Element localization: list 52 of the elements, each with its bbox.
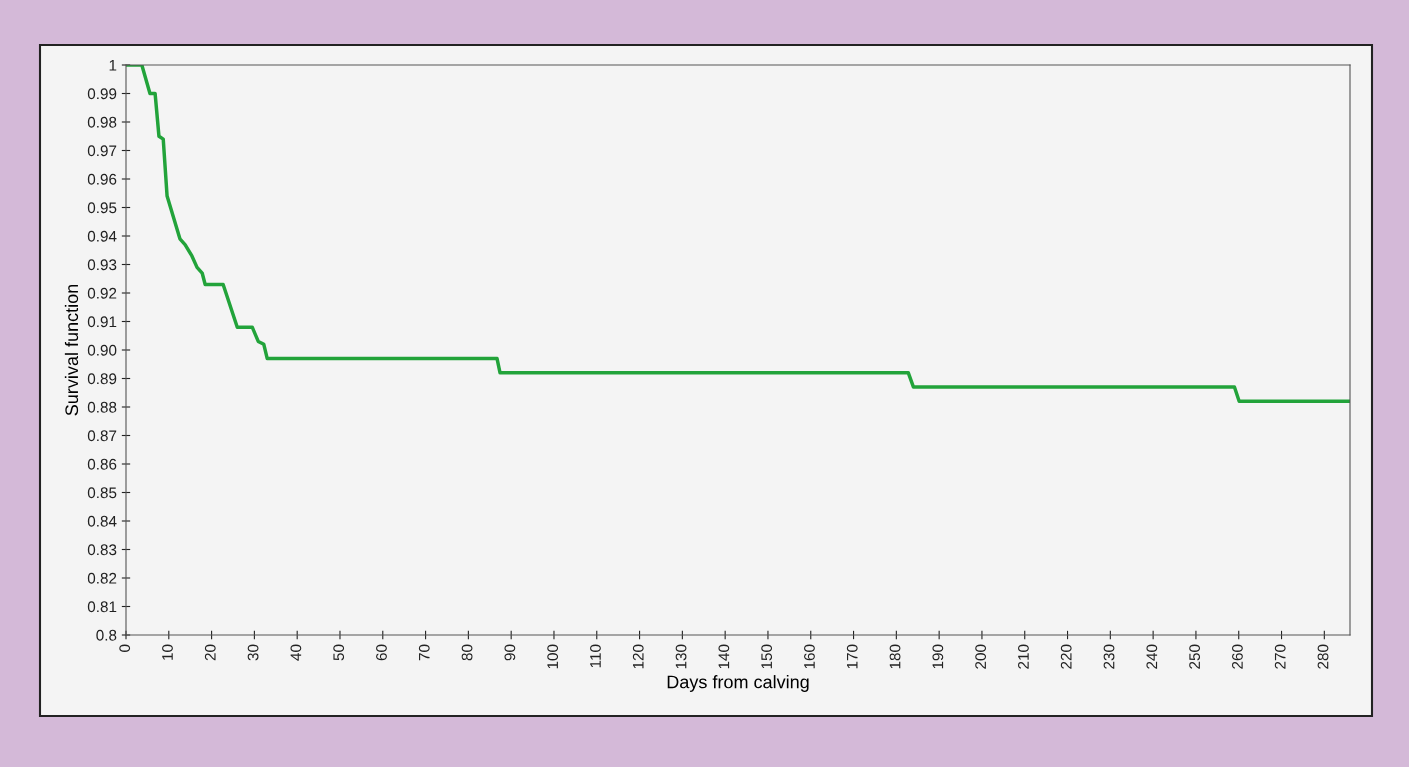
x-tick-label: 40 <box>290 644 302 661</box>
y-axis-title: Survival function <box>64 284 79 416</box>
x-tick-label: 170 <box>846 644 858 669</box>
y-tick-label: 0.96 <box>87 173 117 185</box>
x-tick-label: 160 <box>804 644 815 669</box>
x-tick-label: 280 <box>1317 644 1329 669</box>
x-tick-label: 150 <box>761 644 773 669</box>
x-tick-label: 200 <box>975 644 987 669</box>
y-tick-label: 0.94 <box>87 230 117 242</box>
x-tick-label: 210 <box>1018 644 1029 669</box>
y-tick-label: 0.93 <box>87 259 117 271</box>
y-tick-label: 0.95 <box>87 202 117 214</box>
y-tick-label: 0.83 <box>87 544 117 556</box>
x-tick-label: 70 <box>418 644 430 661</box>
x-tick-label: 270 <box>1274 644 1286 669</box>
x-tick-label: 140 <box>718 644 730 669</box>
y-tick-label: 0.92 <box>87 287 117 299</box>
y-tick-label: 1 <box>109 60 117 71</box>
x-tick-label: 50 <box>333 644 345 661</box>
y-tick-label: 0.91 <box>87 316 117 328</box>
x-tick-label: 190 <box>932 644 944 669</box>
x-tick-label: 220 <box>1060 644 1072 669</box>
x-tick-label: 20 <box>204 644 216 661</box>
y-tick-label: 0.88 <box>87 401 117 413</box>
x-tick-label: 0 <box>119 644 131 652</box>
x-tick-label: 230 <box>1103 644 1115 669</box>
y-tick-label: 0.86 <box>87 458 117 470</box>
y-tick-label: 0.84 <box>87 515 117 527</box>
x-tick-label: 180 <box>889 644 901 669</box>
x-tick-label: 90 <box>504 644 516 661</box>
x-tick-label: 130 <box>675 644 687 669</box>
y-tick-label: 0.90 <box>87 344 117 356</box>
y-tick-label: 0.85 <box>87 487 117 499</box>
x-tick-label: 250 <box>1189 644 1201 669</box>
x-tick-label: 30 <box>247 644 259 661</box>
y-tick-label: 0.81 <box>87 601 117 613</box>
y-tick-label: 0.89 <box>87 373 117 385</box>
x-axis-title: Days from calving <box>667 675 809 692</box>
y-tick-label: 0.87 <box>87 430 117 442</box>
y-tick-label: 0.99 <box>87 88 117 100</box>
x-tick-label: 260 <box>1232 644 1243 669</box>
x-tick-label: 100 <box>547 644 559 669</box>
x-tick-label: 80 <box>461 644 473 661</box>
x-tick-label: 10 <box>162 644 173 660</box>
x-tick-label: 110 <box>590 644 601 668</box>
x-tick-label: 60 <box>376 644 387 661</box>
y-tick-label: 0.8 <box>96 629 117 641</box>
x-tick-label: 120 <box>632 644 644 669</box>
y-tick-label: 0.82 <box>87 572 117 584</box>
y-tick-label: 0.98 <box>87 116 117 128</box>
x-tick-label: 240 <box>1146 644 1158 669</box>
y-tick-label: 0.97 <box>87 145 117 157</box>
